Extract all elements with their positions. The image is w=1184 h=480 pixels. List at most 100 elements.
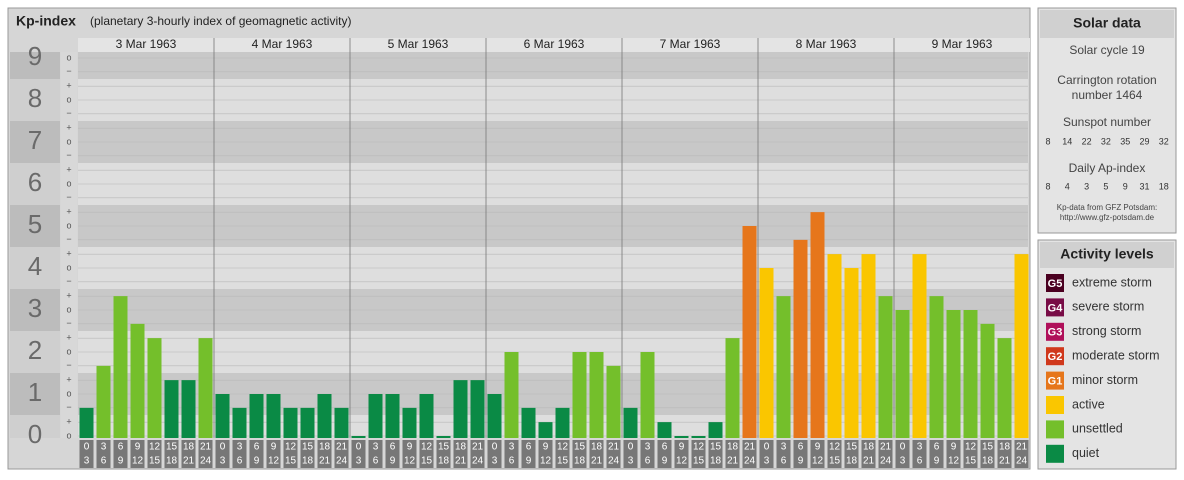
minor-tick-label: − — [66, 276, 71, 286]
hour-cell — [844, 440, 859, 468]
minor-tick-label: + — [66, 333, 71, 343]
hour-end: 21 — [455, 456, 467, 467]
y-label-cell — [10, 331, 60, 373]
hour-cell — [521, 440, 536, 468]
solar-text: Solar cycle 19 — [1069, 43, 1145, 57]
hour-end: 3 — [356, 456, 362, 467]
hour-start: 6 — [934, 442, 940, 453]
hour-cell — [453, 440, 468, 468]
minor-tick-label: − — [66, 318, 71, 328]
hour-start: 6 — [390, 442, 396, 453]
hour-end: 6 — [645, 456, 651, 467]
bar — [266, 394, 281, 438]
hour-start: 21 — [608, 442, 620, 453]
hour-cell — [776, 440, 791, 468]
minor-tick-label: o — [66, 52, 71, 62]
hour-cell — [470, 440, 485, 468]
hour-start: 9 — [271, 442, 277, 453]
hour-end: 18 — [574, 456, 586, 467]
hour-cell — [640, 440, 655, 468]
bar — [300, 407, 315, 438]
day-label: 6 Mar 1963 — [524, 37, 585, 51]
ap-value: 18 — [1159, 181, 1169, 191]
hour-start: 6 — [254, 442, 260, 453]
hour-end: 15 — [285, 456, 297, 467]
hour-end: 3 — [492, 456, 498, 467]
bar — [725, 338, 740, 438]
day-header — [894, 38, 1030, 52]
hour-cell — [266, 440, 281, 468]
hour-end: 9 — [254, 456, 260, 467]
hour-cell — [351, 440, 366, 468]
hour-end: 9 — [934, 456, 940, 467]
minor-tick-label: + — [66, 375, 71, 385]
hour-end: 3 — [220, 456, 226, 467]
hour-end: 24 — [336, 456, 348, 467]
sunspot-value: 22 — [1082, 136, 1092, 146]
hour-end: 21 — [591, 456, 603, 467]
day-header — [350, 38, 486, 52]
minor-tick-label: o — [66, 346, 71, 356]
minor-tick-label: + — [66, 207, 71, 217]
bar — [232, 407, 247, 438]
hour-cell — [572, 440, 587, 468]
hour-end: 18 — [982, 456, 994, 467]
hour-start: 0 — [492, 442, 498, 453]
hour-start: 15 — [846, 442, 858, 453]
bar — [215, 394, 230, 438]
hour-start: 3 — [373, 442, 379, 453]
hour-start: 3 — [509, 442, 515, 453]
hour-start: 0 — [764, 442, 770, 453]
bar — [181, 380, 196, 438]
hour-start: 0 — [628, 442, 634, 453]
legend-code: G5 — [1048, 278, 1063, 290]
hour-cell — [147, 440, 162, 468]
day-label: 4 Mar 1963 — [252, 37, 313, 51]
hour-end: 12 — [812, 456, 824, 467]
y-tick-label: 2 — [28, 335, 42, 365]
hour-cell — [878, 440, 893, 468]
y-tick-label: 4 — [28, 251, 42, 281]
minor-tick-label: + — [66, 165, 71, 175]
hour-cell — [555, 440, 570, 468]
hour-end: 15 — [965, 456, 977, 467]
hour-end: 9 — [390, 456, 396, 467]
hour-end: 9 — [118, 456, 124, 467]
ap-value: 31 — [1139, 181, 1149, 191]
hour-cell — [912, 440, 927, 468]
minor-tick-label: + — [66, 123, 71, 133]
bar — [79, 407, 94, 438]
hour-end: 18 — [438, 456, 450, 467]
solar-source: http://www.gfz-potsdam.de — [1060, 213, 1155, 222]
hour-start: 0 — [900, 442, 906, 453]
hour-start: 21 — [880, 442, 892, 453]
chart-title: Kp-index — [16, 13, 76, 29]
hour-start: 18 — [455, 442, 467, 453]
day-header — [214, 38, 350, 52]
hour-cell — [538, 440, 553, 468]
y-label-cell — [10, 205, 60, 247]
bar — [487, 394, 502, 438]
hour-cell — [300, 440, 315, 468]
bar — [776, 296, 791, 438]
hour-cell — [249, 440, 264, 468]
hour-end: 24 — [744, 456, 756, 467]
legend-swatch — [1046, 322, 1064, 341]
hour-cell — [827, 440, 842, 468]
minor-tick-label: o — [66, 388, 71, 398]
bar — [402, 407, 417, 438]
hour-cell — [929, 440, 944, 468]
hour-cell — [997, 440, 1012, 468]
legend-label: minor storm — [1072, 373, 1138, 387]
hour-start: 6 — [118, 442, 124, 453]
hour-start: 21 — [472, 442, 484, 453]
bar — [470, 380, 485, 438]
legend-label: moderate storm — [1072, 348, 1160, 362]
hour-cell — [793, 440, 808, 468]
hour-start: 6 — [526, 442, 532, 453]
sunspot-value: 14 — [1062, 136, 1072, 146]
y-label-cell — [10, 163, 60, 205]
hour-cell — [504, 440, 519, 468]
hour-start: 15 — [710, 442, 722, 453]
